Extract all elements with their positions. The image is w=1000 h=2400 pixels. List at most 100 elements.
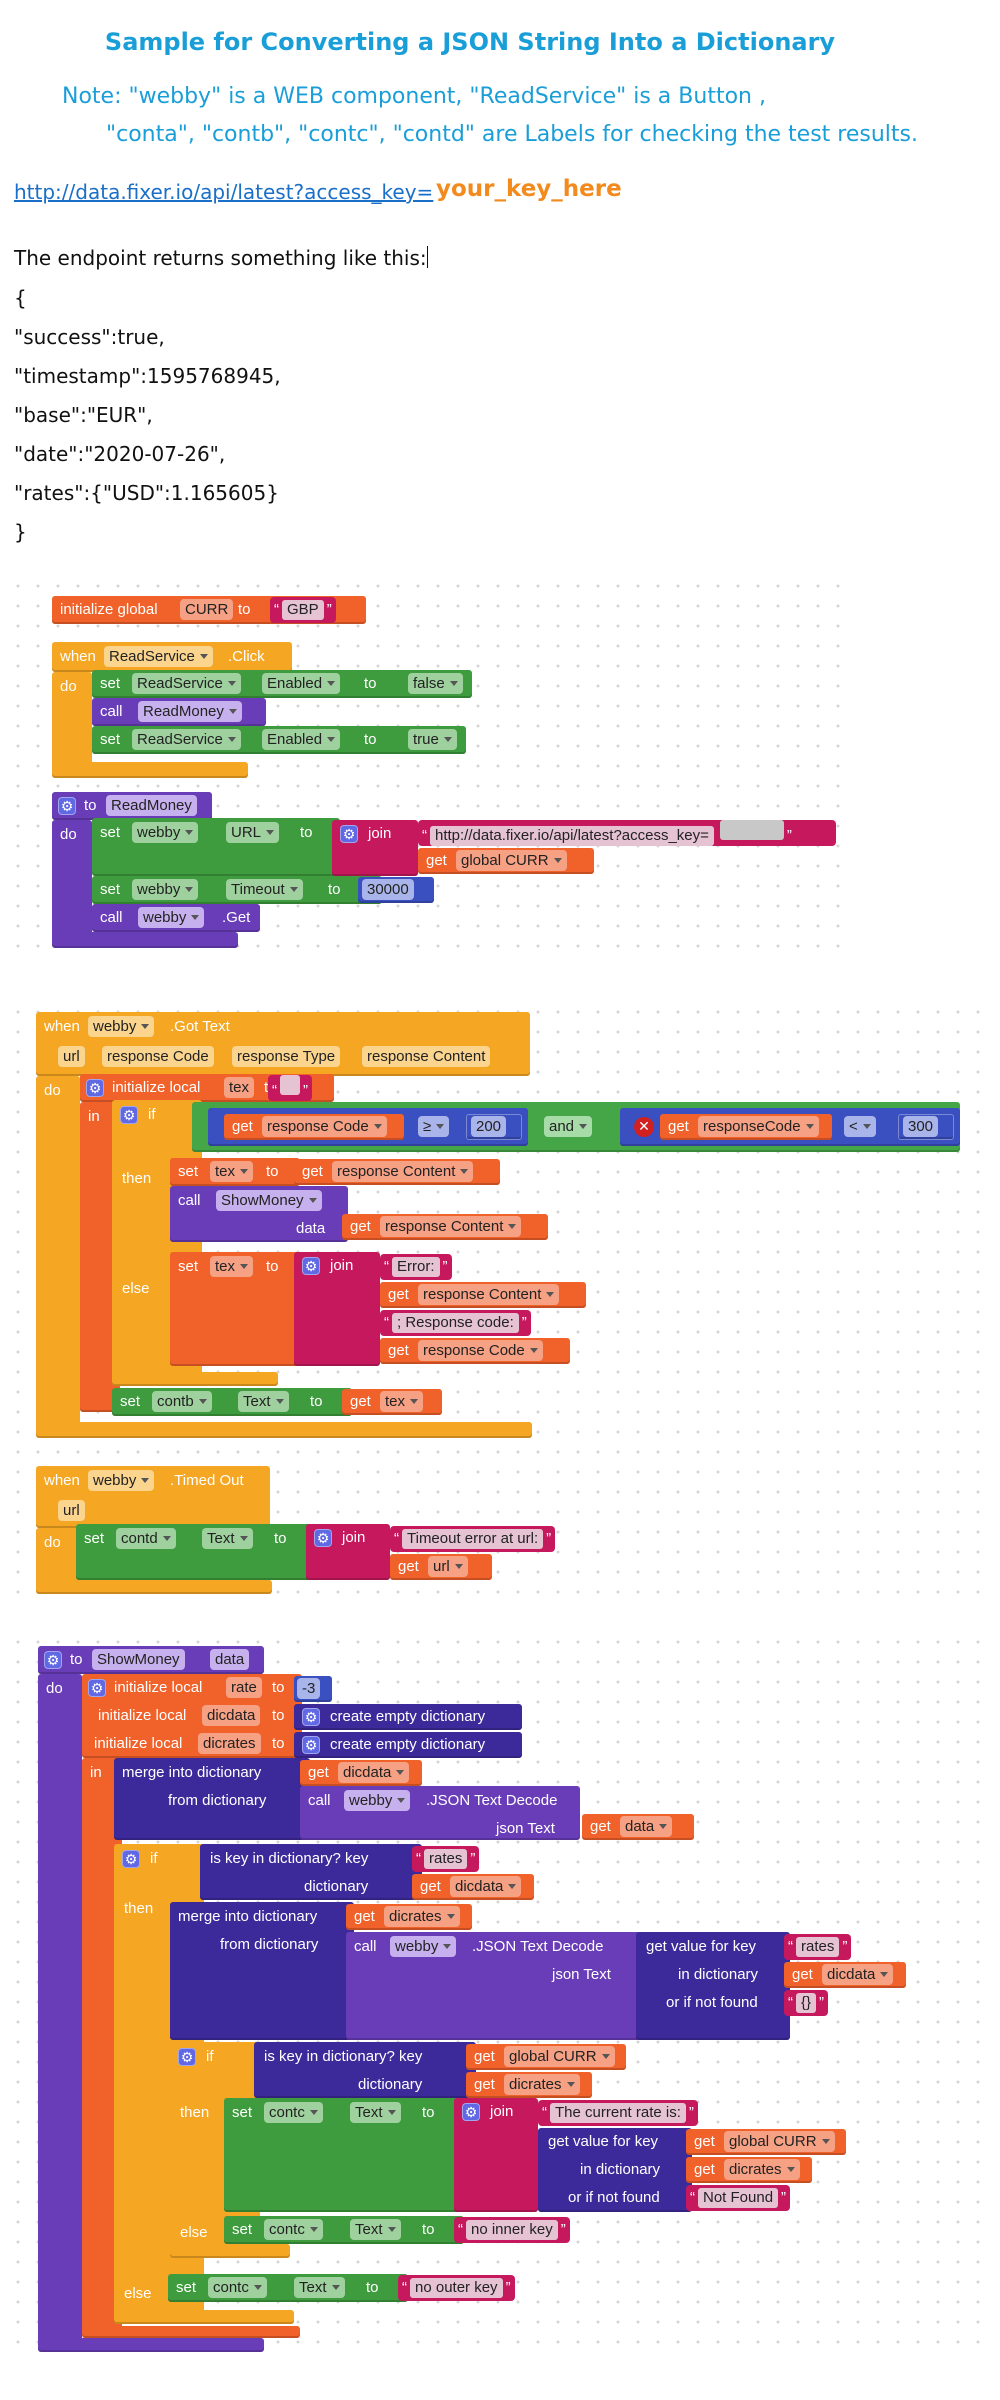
component-dropdown[interactable]: contc xyxy=(264,2219,323,2240)
get-dicrates-block[interactable]: get dicrates xyxy=(686,2157,812,2183)
component-dropdown[interactable]: webby xyxy=(88,1470,155,1491)
join-block[interactable]: ⚙ join xyxy=(332,820,418,876)
get-value-for-key-block[interactable]: get value for key in dictionary or if no… xyxy=(636,1932,790,2040)
get-url-block[interactable]: get url xyxy=(390,1554,492,1580)
get-global-curr-block[interactable]: get global CURR xyxy=(686,2129,846,2155)
property-dropdown[interactable]: URL xyxy=(226,822,280,843)
property-dropdown[interactable]: Text xyxy=(294,2277,345,2298)
timeout-string-text[interactable]: Timeout error at url: xyxy=(402,1529,544,1549)
rates-string-block[interactable]: “rates” xyxy=(784,1934,852,1960)
rates-string-text[interactable]: rates xyxy=(796,1937,840,1957)
gear-icon[interactable]: ⚙ xyxy=(58,797,76,815)
property-dropdown[interactable]: Text xyxy=(350,2102,401,2123)
timed-out-header[interactable]: when webby .Timed Out url xyxy=(36,1466,270,1528)
gear-icon[interactable]: ⚙ xyxy=(314,1529,332,1547)
var-dropdown[interactable]: global CURR xyxy=(504,2046,615,2067)
gear-icon[interactable]: ⚙ xyxy=(302,1257,320,1275)
local-var-name[interactable]: tex xyxy=(224,1077,255,1098)
var-dropdown[interactable]: response Content xyxy=(418,1284,560,1305)
rates-string-block[interactable]: “rates” xyxy=(412,1846,480,1872)
readservice-click-header[interactable]: when ReadService .Click xyxy=(52,642,292,672)
var-dropdown[interactable]: response Content xyxy=(332,1161,474,1182)
response-code-string-text[interactable]: ; Response code: xyxy=(392,1313,519,1333)
url-string-block[interactable]: “http://data.fixer.io/api/latest?access_… xyxy=(418,820,836,846)
get-response-content-block[interactable]: get response Content xyxy=(380,1282,586,1308)
get-response-code-block[interactable]: get responseCode xyxy=(660,1114,832,1140)
var-dropdown[interactable]: dicdata xyxy=(450,1876,522,1897)
timeout-number[interactable]: 30000 xyxy=(362,879,414,900)
get-dicrates-block[interactable]: get dicrates xyxy=(466,2072,592,2098)
true-dropdown[interactable]: true xyxy=(408,729,457,750)
param-response-content[interactable]: response Content xyxy=(362,1046,491,1067)
gbp-text[interactable]: GBP xyxy=(282,600,324,620)
var-dropdown[interactable]: tex xyxy=(380,1391,424,1412)
set-tex-else-block[interactable]: set tex to xyxy=(170,1252,300,1366)
blocks-workspace-1[interactable]: initialize global CURR to “GBP” when Rea… xyxy=(8,576,846,962)
set-enabled-false-block[interactable]: set ReadService Enabled to false xyxy=(92,670,472,698)
url-string-text[interactable]: http://data.fixer.io/api/latest?access_k… xyxy=(430,826,714,846)
component-dropdown[interactable]: webby xyxy=(88,1016,155,1037)
set-contc-inner-else-block[interactable]: set contc Text to xyxy=(224,2216,464,2244)
number-block[interactable]: 30000 xyxy=(358,877,434,903)
rates-string-text[interactable]: rates xyxy=(424,1849,468,1869)
empty-object-string-block[interactable]: “{}” xyxy=(784,1990,829,2016)
got-text-header[interactable]: when webby .Got Text url response Code r… xyxy=(36,1012,530,1076)
local-var-name[interactable]: dicdata xyxy=(202,1705,261,1726)
compare-lt-block[interactable]: ✕ get responseCode < 300 xyxy=(620,1108,960,1146)
gear-icon[interactable]: ⚙ xyxy=(340,825,358,843)
property-dropdown[interactable]: Enabled xyxy=(262,729,341,750)
gear-icon[interactable]: ⚙ xyxy=(88,1679,106,1697)
get-dicdata-block[interactable]: get dicdata xyxy=(300,1760,422,1786)
empty-string-block[interactable]: “” xyxy=(268,1075,312,1101)
var-dropdown[interactable]: responseCode xyxy=(698,1116,819,1137)
response-code-string-block[interactable]: “; Response code: ” xyxy=(380,1310,531,1336)
param-data[interactable]: data xyxy=(210,1649,250,1670)
call-showmoney-block[interactable]: call ShowMoney data xyxy=(170,1186,348,1242)
rate-number[interactable]: -3 xyxy=(297,1678,321,1699)
call-readmoney-block[interactable]: call ReadMoney xyxy=(92,698,266,726)
var-dropdown[interactable]: tex xyxy=(210,1161,254,1182)
set-tex-block[interactable]: set tex to xyxy=(170,1158,300,1186)
get-value-for-key-block[interactable]: get value for key in dictionary or if no… xyxy=(538,2128,692,2212)
var-dropdown[interactable]: response Code xyxy=(262,1116,387,1137)
error-string-block[interactable]: “Error: ” xyxy=(380,1254,452,1280)
high-bound-number[interactable]: 300 xyxy=(903,1116,939,1137)
var-dropdown[interactable]: dicrates xyxy=(384,1906,460,1927)
get-response-content-block[interactable]: get response Content xyxy=(294,1159,500,1185)
get-dicrates-block[interactable]: get dicrates xyxy=(346,1904,472,1930)
gear-icon[interactable]: ⚙ xyxy=(120,1106,138,1124)
no-outer-key-text[interactable]: no outer key xyxy=(410,2278,503,2298)
get-global-curr-block[interactable]: get global CURR xyxy=(466,2044,626,2070)
create-empty-dict-block[interactable]: ⚙ create empty dictionary xyxy=(294,1704,522,1730)
gear-icon[interactable]: ⚙ xyxy=(462,2103,480,2121)
set-enabled-true-block[interactable]: set ReadService Enabled to true xyxy=(92,726,466,754)
proc-name-field[interactable]: ShowMoney xyxy=(92,1649,185,1670)
gear-icon[interactable]: ⚙ xyxy=(86,1079,104,1097)
number-block[interactable]: 200 xyxy=(466,1114,522,1140)
readservice-dropdown[interactable]: ReadService xyxy=(104,646,213,667)
operator-dropdown[interactable]: ≥ xyxy=(418,1116,450,1137)
var-dropdown[interactable]: dicdata xyxy=(822,1964,894,1985)
compare-gte-block[interactable]: get response Code ≥ 200 xyxy=(208,1108,528,1146)
false-dropdown[interactable]: false xyxy=(408,673,463,694)
blocks-workspace-2[interactable]: when webby .Got Text url response Code r… xyxy=(8,1002,984,1606)
get-response-content-block[interactable]: get response Content xyxy=(342,1214,548,1240)
component-dropdown[interactable]: contb xyxy=(152,1391,212,1412)
proc-name-field[interactable]: ReadMoney xyxy=(106,795,197,816)
local-var-name[interactable]: rate xyxy=(226,1677,262,1698)
gear-icon[interactable]: ⚙ xyxy=(178,2048,196,2066)
empty-string-text[interactable] xyxy=(280,1075,300,1095)
property-dropdown[interactable]: Text xyxy=(238,1391,289,1412)
component-dropdown[interactable]: ReadService xyxy=(132,673,241,694)
get-dicdata-block[interactable]: get dicdata xyxy=(784,1962,906,1988)
is-key-block[interactable]: is key in dictionary? key dictionary xyxy=(200,1844,422,1900)
get-data-block[interactable]: get data xyxy=(582,1814,694,1840)
gear-icon[interactable]: ⚙ xyxy=(302,1708,320,1726)
param-url[interactable]: url xyxy=(58,1500,85,1521)
proc-dropdown[interactable]: ReadMoney xyxy=(138,701,242,722)
gear-icon[interactable]: ⚙ xyxy=(122,1850,140,1868)
operator-dropdown[interactable]: < xyxy=(844,1116,876,1137)
property-dropdown[interactable]: Timeout xyxy=(226,879,303,900)
component-dropdown[interactable]: webby xyxy=(132,879,199,900)
no-outer-key-string-block[interactable]: “no outer key” xyxy=(398,2275,515,2301)
